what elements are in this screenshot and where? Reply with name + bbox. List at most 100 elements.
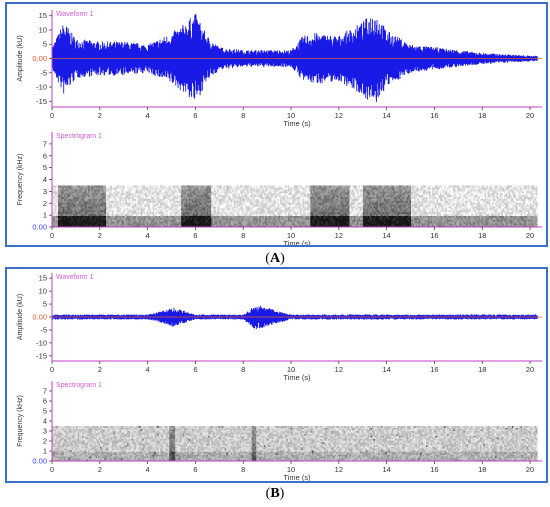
panel-a-spectrogram-cell (151, 185, 153, 188)
panel-a-spectrogram-cell (97, 191, 99, 194)
panel-a-spectrogram-cell (223, 187, 226, 190)
panel-a-spectrogram-cell (152, 191, 155, 194)
panel-a-spectrogram-cell (181, 196, 183, 199)
panel-a-spectrogram-cell (137, 208, 140, 211)
panel-a-spectrogram-cell (206, 198, 209, 201)
panel-a-spectrogram-cell (223, 219, 226, 222)
panel-a-spectrogram-cell (136, 217, 138, 220)
panel-a-spectrogram-cell (221, 221, 224, 224)
panel-a-spectrogram-cell (82, 204, 84, 207)
panel-a-spectrogram-cell (191, 206, 194, 209)
panel-a-spectrogram-cell (118, 225, 120, 228)
panel-a-spectrogram-cell (85, 210, 87, 213)
panel-a-spectrogram-cell (157, 217, 159, 220)
panel-a-spectrogram-cell (149, 187, 152, 190)
panel-a-spectrogram-cell (61, 225, 63, 228)
panel-a-spectrogram-cell (179, 202, 182, 205)
panel-a-spectrogram-cell (130, 187, 132, 190)
panel-a-spectrogram-cell (73, 211, 75, 215)
panel-a-spectrogram-cell (110, 191, 113, 194)
panel-a-spectrogram-cell (104, 194, 107, 198)
panel-a-spectrogram-cell (179, 185, 182, 188)
panel-a-spectrogram-cell (127, 191, 129, 194)
panel-a-spectrogram-cell (182, 225, 185, 228)
panel-a-spectrogram-cell (199, 200, 202, 203)
panel-a-spectrogram-cell (125, 192, 128, 196)
panel-a-spectrogram-cell (106, 225, 108, 228)
panel-a-spectrogram-cell (194, 225, 197, 228)
panel-a-spectrogram-cell (208, 200, 211, 203)
panel-a-spectrogram-cell (95, 202, 98, 205)
panel-a-spectrogram-cell (221, 215, 224, 218)
panel-a-spectrogram-cell (167, 211, 170, 215)
panel-a-spectrogram-cell (235, 187, 238, 190)
panel-a-spectrogram-cell (182, 198, 185, 201)
panel-a-spectrogram-cell (128, 187, 131, 190)
panel-a-spectrogram-cell (179, 211, 182, 215)
panel-a-spectrogram-cell (121, 187, 123, 190)
panel-a-spectrogram-cell (79, 219, 81, 222)
panel-a-spectrogram-cell (226, 194, 229, 198)
panel-a-spectrogram-cell (106, 219, 108, 222)
panel-a-spectrogram-cell (158, 187, 161, 190)
panel-a-spectrogram-cell (85, 204, 87, 207)
panel-a-spectrogram-cell (91, 185, 93, 188)
panel-a-spectrogram-cell (107, 225, 110, 228)
panel-a-spectrogram-cell (206, 210, 209, 213)
panel-a-spectrogram-cell (137, 191, 140, 194)
panel-a-spectrogram-cell (101, 189, 104, 192)
panel-a-spectrogram-cell (160, 194, 162, 198)
panel-a-spectrogram-cell (230, 194, 233, 198)
panel-a-spectrogram-cell (170, 187, 173, 190)
panel-a-spectrogram-cell (160, 219, 162, 222)
panel-a-spectrogram-cell (88, 206, 90, 209)
panel-a-spectrogram-cell (134, 215, 137, 218)
panel-a-spectrogram-cell (178, 208, 180, 211)
panel-a-spectrogram-cell (133, 225, 135, 228)
panel-a-spectrogram-cell (163, 211, 165, 215)
panel-a-spectrogram-cell (203, 217, 206, 220)
panel-a-spectrogram-cell (118, 213, 120, 216)
panel-a-spectrogram-cell (101, 194, 104, 198)
panel-a-spectrogram-cell (233, 185, 236, 188)
panel-a-spectrogram-cell (74, 202, 77, 205)
panel-a-spectrogram-cell (232, 200, 235, 203)
panel-a-spectrogram-cell (65, 206, 68, 209)
panel-a-waveform-ytick-label: -10 (36, 83, 47, 92)
panel-a-spectrogram-cell (151, 213, 153, 216)
panel-a-spectrogram-cell (163, 225, 165, 228)
panel-a-spectrogram-cell (215, 215, 218, 218)
panel-a-spectrogram-cell (194, 208, 197, 211)
panel-a-spectrogram-cell (137, 221, 140, 224)
panel-a-spectrogram-cell (137, 185, 140, 188)
panel-a-spectrogram-cell (209, 187, 212, 190)
panel-a-spectrogram-cell (194, 206, 197, 209)
panel-a-spectrogram-cell (229, 187, 232, 190)
panel-a-spectrogram-cell (160, 215, 162, 218)
panel-a-spectrogram-cell (58, 215, 60, 218)
panel-a-spectrogram-cell (128, 208, 131, 211)
panel-a-spectrogram-cell (206, 187, 209, 190)
panel-a-spectrogram-cell (131, 196, 134, 199)
panel-a-spectrogram-cell (100, 202, 102, 205)
panel-a-spectrogram-cell (166, 204, 168, 207)
panel-a-spectrogram-cell (154, 204, 156, 207)
panel-a-spectrogram-cell (62, 187, 65, 190)
panel-a-spectrogram-cell (155, 198, 158, 201)
panel-a-spectrogram-cell (230, 208, 233, 211)
panel-a-spectrogram-cell (202, 223, 205, 226)
panel-a-spectrogram-cell (158, 194, 161, 198)
panel-a-spectrogram-cell (191, 221, 194, 224)
panel-a-spectrogram-cell (82, 194, 84, 198)
panel-a-spectrogram-cell (88, 215, 90, 218)
panel-a-spectrogram-cell (227, 191, 230, 194)
panel-a-spectrogram-cell (218, 208, 221, 211)
panel-a-spectrogram-cell (155, 219, 158, 222)
panel-a-spectrogram-cell (229, 225, 232, 228)
panel-a-spectrogram-cell (200, 213, 203, 216)
panel-a-spectrogram-cell (112, 196, 114, 199)
panel-a-spectrogram-cell (173, 225, 176, 228)
panel-a-spectrogram-cell (67, 225, 69, 228)
panel-a-spectrogram-cell (98, 204, 101, 207)
panel-a-spectrogram-cell (200, 192, 203, 196)
